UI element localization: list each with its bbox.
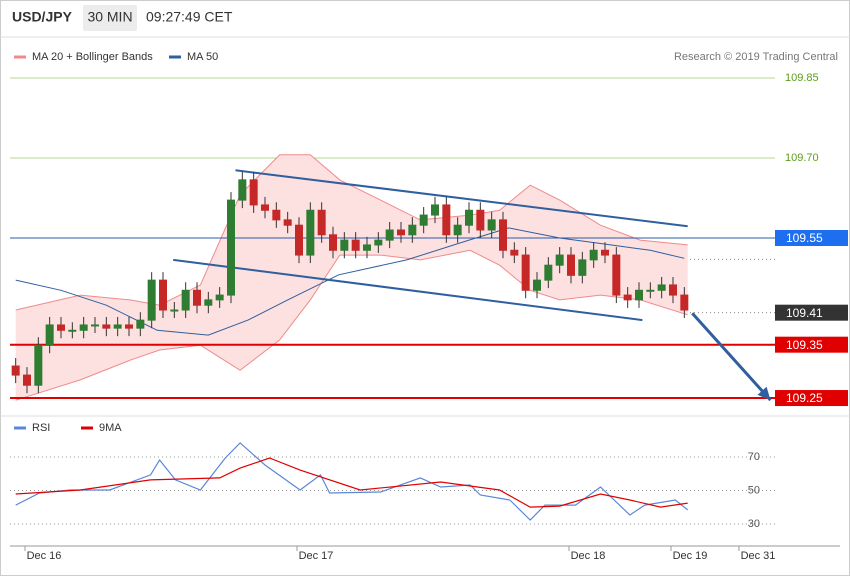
- level-label: 109.41: [786, 306, 823, 320]
- candle-body: [680, 294, 689, 311]
- candle-body: [181, 289, 190, 311]
- x-tick-label: Dec 19: [673, 550, 708, 562]
- candle-body: [91, 324, 99, 327]
- x-tick-label: Dec 31: [741, 550, 776, 562]
- x-tick-label: Dec 16: [27, 550, 62, 562]
- y-tick-label: 70: [748, 451, 760, 463]
- candle-body: [283, 219, 292, 226]
- candle-body: [657, 284, 666, 291]
- candle-body: [669, 284, 677, 296]
- band-fill: [15, 154, 688, 401]
- candle-body: [340, 239, 349, 251]
- candle-body: [45, 324, 54, 346]
- y-tick-label: 109.85: [785, 72, 819, 84]
- candle-body: [453, 224, 462, 236]
- symbol: USD/JPY: [12, 9, 73, 25]
- legend-label: RSI: [32, 422, 50, 434]
- y-tick-label: 30: [748, 518, 760, 530]
- level-box: [775, 304, 848, 321]
- level-box: [775, 336, 848, 353]
- candle-body: [351, 239, 360, 251]
- candle-body: [34, 344, 43, 386]
- candle-body: [68, 329, 77, 332]
- candle-body: [147, 279, 156, 321]
- candle-body: [646, 289, 655, 292]
- level-label: 109.25: [786, 391, 823, 405]
- candle-body: [261, 204, 269, 211]
- candle-body: [385, 229, 394, 241]
- candle-body: [317, 209, 326, 236]
- candle-body: [533, 279, 541, 291]
- copyright: Research © 2019 Trading Central: [674, 51, 838, 63]
- price-pane: 109.70 109.85 MA 20 + Bollinger Bands MA 50…: [10, 51, 848, 407]
- candle-body: [555, 254, 564, 266]
- candle-body: [102, 324, 111, 329]
- candle-body: [11, 365, 20, 376]
- candle-body: [159, 279, 167, 311]
- candle-body: [510, 249, 519, 256]
- candle-body: [487, 219, 496, 231]
- candle-body: [215, 294, 224, 301]
- level-label: 109.35: [786, 338, 823, 352]
- candle-body: [476, 209, 485, 231]
- candle-body: [612, 254, 621, 296]
- candle-body: [125, 324, 133, 329]
- candle-body: [419, 214, 428, 226]
- candle-body: [363, 244, 371, 251]
- level-label: 109.55: [786, 231, 823, 245]
- candle-body: [521, 254, 530, 291]
- candle-body: [601, 249, 609, 256]
- candle-body: [113, 324, 122, 329]
- candle-body: [193, 289, 201, 306]
- candle-body: [544, 264, 553, 281]
- candle-body: [567, 254, 575, 276]
- candle-body: [408, 224, 417, 236]
- candle-body: [170, 309, 179, 312]
- interval-box: [83, 5, 137, 31]
- candle-body: [397, 229, 405, 236]
- candle-body: [442, 204, 451, 236]
- legend-label: MA 20 + Bollinger Bands: [32, 51, 153, 63]
- candle-body: [499, 219, 507, 251]
- legend-label: 9MA: [99, 422, 122, 434]
- time: 09:27:49 CET: [146, 9, 233, 25]
- legend-label: MA 50: [187, 51, 218, 63]
- candle-body: [272, 209, 281, 221]
- x-tick-label: Dec 18: [571, 550, 606, 562]
- rsi-line: [15, 457, 688, 508]
- band-lower: [15, 249, 688, 401]
- interval: 30 MIN: [87, 9, 132, 25]
- candle-body: [204, 299, 213, 306]
- rsi-line: [15, 442, 689, 521]
- candle-body: [227, 199, 235, 296]
- candle-body: [578, 259, 587, 276]
- projection-arrow: [691, 312, 772, 402]
- candle-body: [465, 209, 473, 226]
- candle-body: [635, 289, 643, 301]
- channel-line: [235, 169, 688, 228]
- rsi-pane: 30 50 70 RSI 9MA Dec 16 Dec 17 Dec 18 Dec 19 Dec …: [10, 422, 840, 562]
- candle-body: [306, 209, 315, 256]
- x-tick-label: Dec 17: [299, 550, 334, 562]
- candle-body: [23, 374, 31, 386]
- level-box: [775, 230, 848, 246]
- arrow-head: [757, 386, 771, 401]
- candle-body: [589, 249, 598, 261]
- candle-body: [136, 319, 145, 329]
- level-box: [775, 390, 848, 407]
- candle-body: [623, 294, 632, 301]
- candle-body: [374, 239, 383, 246]
- candle-body: [238, 179, 247, 201]
- candle-body: [249, 179, 258, 206]
- candle-body: [329, 234, 337, 251]
- y-tick-label: 50: [748, 484, 760, 496]
- candle-body: [295, 224, 303, 256]
- candle-body: [79, 324, 88, 331]
- y-tick-label: 109.70: [785, 152, 819, 164]
- channel-line: [173, 258, 643, 322]
- candle-body: [57, 324, 65, 331]
- candle-body: [431, 204, 439, 216]
